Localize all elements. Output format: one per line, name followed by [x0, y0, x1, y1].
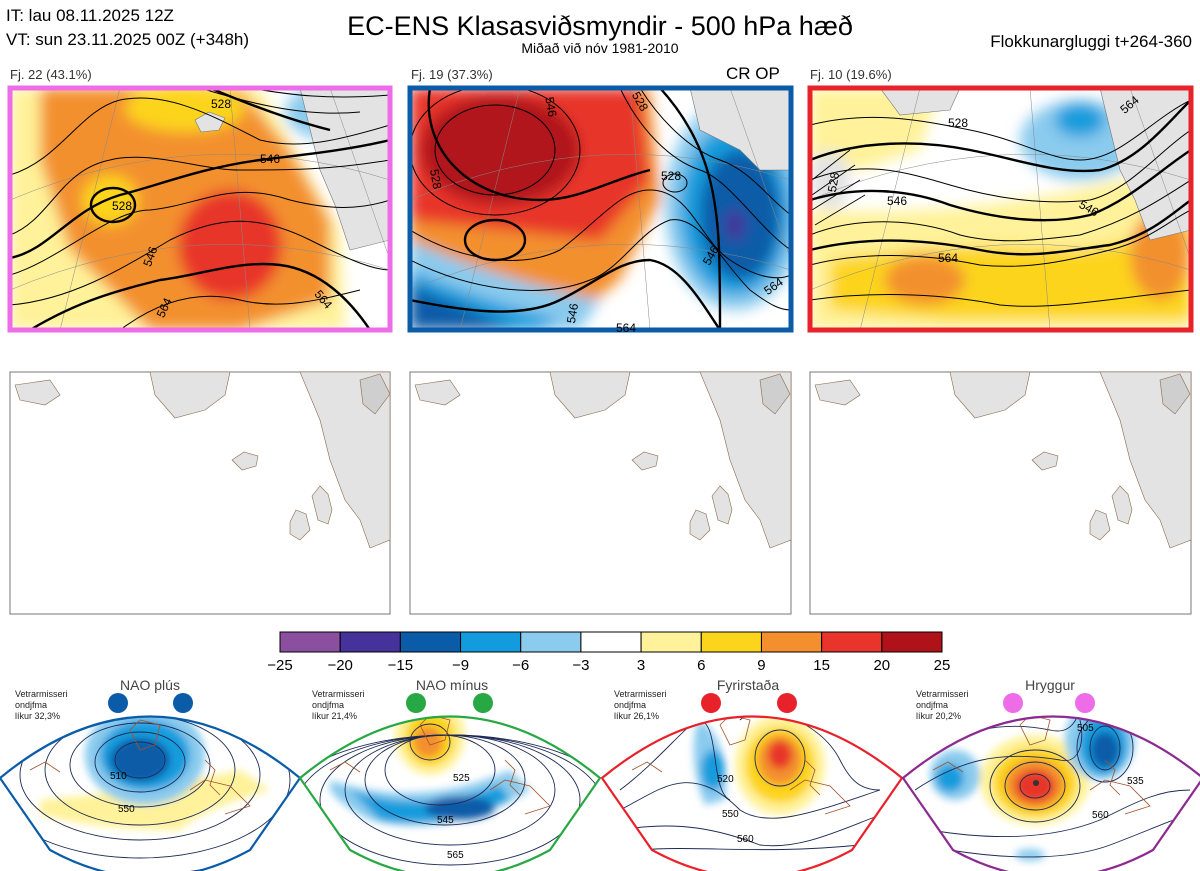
- cluster-panel-2: 546 528 528 546 564 546 564 528: [407, 85, 794, 335]
- colorbar-swatch-5: [580, 631, 642, 653]
- regime-fan-blocking: Fyrirstaða Vetrarmisseri ondjfma líkur 2…: [600, 677, 904, 871]
- p1-contour-label-3: 546: [140, 244, 160, 268]
- p2-contour-label-7: 564: [616, 321, 636, 335]
- regime-4-contour-label-2: 535: [1127, 776, 1144, 787]
- valid-time: VT: sun 23.11.2025 00Z (+348h): [6, 30, 250, 49]
- colorbar-tick-7: 6: [697, 657, 705, 674]
- p2-contour-label-6: 546: [564, 302, 581, 324]
- p2-contour-label-8: 528: [427, 168, 444, 190]
- panel-label-2: Fj. 19 (37.3%): [411, 67, 493, 82]
- colorbar-swatch-6: [640, 631, 702, 653]
- regime-2-dot-right: [473, 693, 493, 713]
- regime-2-frame: [298, 715, 602, 871]
- regime-4-note-line3: líkur 20,2%: [916, 711, 961, 721]
- p1-contour-label-2: 546: [260, 152, 280, 166]
- regime-4-note-line1: Vetrarmisseri: [916, 689, 969, 699]
- regime-1-name: NAO plús: [120, 677, 180, 693]
- regime-4-note-line2: ondjfma: [916, 700, 948, 710]
- regime-3-name: Fyrirstaða: [717, 677, 779, 693]
- regime-2-note-line2: ondjfma: [312, 700, 344, 710]
- regime-1-contour-label-2: 550: [118, 804, 135, 815]
- p1-contour-label-1: 528: [112, 199, 132, 213]
- regime-4-contour-label-3: 560: [1092, 810, 1109, 821]
- climatology-subtitle: Miðað við nóv 1981-2010: [521, 40, 679, 56]
- regime-3-contour-label-1: 520: [717, 774, 734, 785]
- panel-1-border: [7, 85, 393, 333]
- regime-3-dot-left: [701, 693, 721, 713]
- colorbar-tick-5: −3: [572, 657, 589, 674]
- colorbar-tick-6: 3: [637, 657, 645, 674]
- regime-2-note-line3: líkur 21,4%: [312, 711, 357, 721]
- regime-1-note-line2: ondjfma: [15, 700, 47, 710]
- colorbar-tick-11: 25: [934, 657, 951, 674]
- regime-fan-nao-plus: NAO plús Vetrarmisseri ondjfma líkur 32,…: [0, 677, 302, 871]
- regime-2-contour-label-2: 545: [437, 815, 454, 826]
- regime-3-note-line2: ondjfma: [614, 700, 646, 710]
- regime-2-note-line1: Vetrarmisseri: [312, 689, 365, 699]
- regime-4-frame: [901, 715, 1200, 871]
- regime-3-note-line1: Vetrarmisseri: [614, 689, 667, 699]
- regime-2-dot-left: [406, 693, 426, 713]
- empty-map-panel-3: [809, 371, 1192, 615]
- colorbar-swatch-10: [881, 631, 943, 653]
- colorbar-swatch-8: [760, 631, 823, 653]
- p3-contour-label-5: 564: [938, 251, 958, 265]
- regime-3-dot-right: [777, 693, 797, 713]
- colorbar-tick-4: −6: [512, 657, 529, 674]
- regime-4-contour-label-1: 505: [1077, 723, 1094, 734]
- regime-fan-ridge: Hryggur Vetrarmisseri ondjfma líkur 20,2…: [901, 677, 1200, 871]
- regime-1-note-line3: líkur 32,3%: [15, 711, 60, 721]
- colorbar-tick-9: 15: [813, 657, 830, 674]
- colorbar-tick-2: −15: [388, 657, 413, 674]
- regime-3-contour-label-3: 560: [737, 834, 754, 845]
- control-operational-tag: CR OP: [726, 64, 780, 83]
- colorbar-tick-1: −20: [327, 657, 352, 674]
- init-time: IT: lau 08.11.2025 12Z: [6, 6, 174, 25]
- regime-3-note-line3: líkur 26,1%: [614, 711, 659, 721]
- regime-2-contour-label-3: 565: [447, 850, 464, 861]
- colorbar-swatch-4: [520, 631, 582, 653]
- colorbar-swatch-0: [279, 631, 341, 653]
- colorbar-tick-8: 9: [757, 657, 765, 674]
- p3-contour-label-1: 528: [948, 116, 968, 130]
- p2-contour-label-1: 546: [542, 96, 559, 118]
- page-title: EC-ENS Klasasviðsmyndir - 500 hPa hæð: [347, 11, 853, 41]
- regime-3-contour-label-2: 550: [722, 809, 739, 820]
- regime-fan-nao-minus: NAO mínus Vetrarmisseri ondjfma líkur 21…: [298, 677, 602, 871]
- colorbar-tick-0: −25: [267, 657, 292, 674]
- colorbar-swatch-3: [460, 631, 522, 653]
- colorbar-swatch-9: [821, 631, 883, 653]
- regime-1-dot-right: [173, 693, 193, 713]
- colorbar-tick-10: 20: [873, 657, 890, 674]
- panel-3-border: [807, 85, 1194, 333]
- regime-1-contour-label-1: 510: [110, 771, 127, 782]
- cluster-panel-1: 528 546 546 564 564 528: [7, 85, 393, 333]
- colorbar-tick-3: −9: [452, 657, 469, 674]
- colorbar: −25 −20 −15 −9 −6 −3 3 6 9 15 20 25: [267, 631, 951, 674]
- colorbar-swatch-2: [399, 631, 462, 653]
- regime-4-dot-left: [1003, 693, 1023, 713]
- colorbar-swatch-1: [339, 631, 401, 653]
- empty-map-panel-2: [409, 371, 792, 615]
- regime-4-dot-right: [1075, 693, 1095, 713]
- cluster-panel-3: 528 528 546 546 564 564: [807, 85, 1194, 333]
- p2-contour-label-3: 528: [661, 169, 681, 183]
- colorbar-swatch-7: [700, 631, 762, 653]
- regime-4-name: Hryggur: [1025, 677, 1075, 693]
- classification-window: Flokkunargluggi t+264-360: [990, 32, 1192, 51]
- empty-map-panel-1: [9, 371, 391, 615]
- regime-2-contour-label-1: 525: [453, 773, 470, 784]
- p1-contour-label-6: 528: [211, 97, 231, 111]
- panel-label-3: Fj. 10 (19.6%): [810, 67, 892, 82]
- regime-1-dot-left: [108, 693, 128, 713]
- regime-2-name: NAO mínus: [416, 677, 488, 693]
- p3-contour-label-3: 546: [887, 194, 907, 208]
- regime-1-note-line1: Vetrarmisseri: [15, 689, 68, 699]
- panel-label-1: Fj. 22 (43.1%): [10, 67, 92, 82]
- panel-2-border: [407, 85, 794, 333]
- p3-contour-label-2: 528: [825, 171, 842, 193]
